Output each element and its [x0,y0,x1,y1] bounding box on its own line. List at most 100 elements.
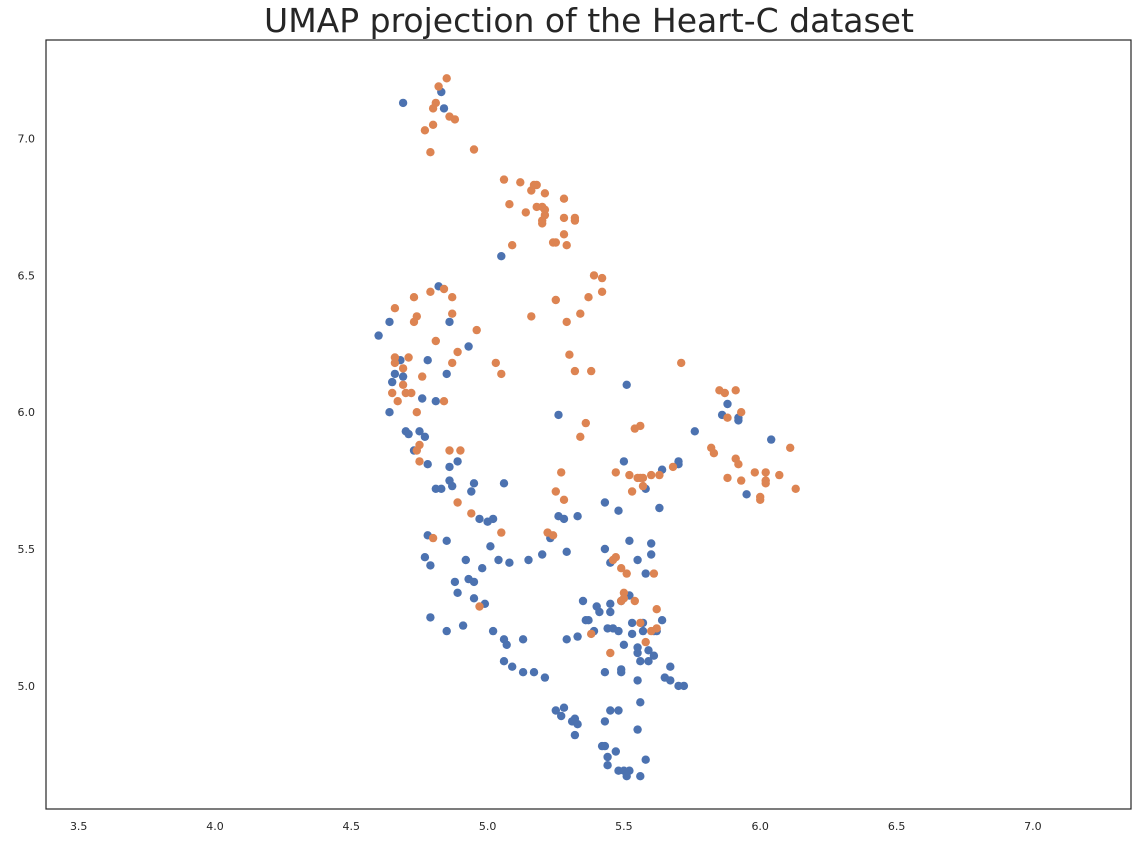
x-tick-label: 6.5 [888,820,906,833]
data-point-series-1 [614,506,623,515]
data-point-series-2 [409,317,419,327]
data-point-series-2 [439,284,449,294]
data-point-series-2 [576,309,585,318]
data-point-series-2 [548,531,558,540]
data-point-series-1 [423,356,432,365]
data-point-series-1 [638,626,648,636]
y-tick-label: 7.0 [18,133,36,146]
data-point-series-1 [606,599,615,608]
data-point-series-2 [636,421,645,431]
data-point-series-1 [573,632,582,641]
data-point-series-2 [505,200,514,209]
data-point-series-1 [499,479,509,488]
data-point-series-2 [442,74,451,83]
data-point-series-2 [390,304,400,313]
x-tick-label: 7.0 [1024,820,1042,833]
data-point-series-1 [570,730,580,740]
data-point-series-1 [431,397,440,406]
data-point-series-1 [641,755,650,764]
data-point-series-1 [644,657,653,666]
data-point-series-2 [439,397,449,406]
data-point-series-1 [578,596,588,606]
data-point-series-1 [467,487,476,496]
data-point-series-1 [453,588,462,597]
data-point-series-1 [679,681,689,691]
y-ticks: 5.0 5.5 6.0 6.5 7.0 [18,133,36,693]
data-point-series-1 [611,747,620,756]
data-point-series-1 [475,514,484,524]
data-point-series-1 [600,498,610,507]
data-point-series-1 [633,676,642,685]
data-point-series-2 [720,388,729,398]
data-point-series-1 [478,564,487,573]
data-point-series-2 [709,449,719,458]
data-point-series-1 [627,618,637,628]
data-point-series-2 [791,484,800,493]
data-point-series-2 [456,446,465,455]
data-point-series-2 [559,495,569,504]
data-point-series-1 [448,481,457,491]
data-point-series-1 [529,668,539,677]
data-point-series-1 [627,629,637,639]
data-point-series-2 [516,178,525,187]
data-point-series-2 [467,509,476,518]
data-point-series-1 [442,626,451,636]
data-point-series-2 [448,309,457,318]
data-point-series-1 [636,657,645,666]
data-point-series-2 [589,271,599,280]
x-tick-label: 3.5 [70,820,88,833]
data-point-series-2 [412,408,421,417]
data-point-series-2 [647,470,656,480]
data-point-series-2 [431,98,440,108]
data-point-series-2 [475,602,484,611]
data-point-series-1 [600,741,610,751]
data-point-series-1 [385,317,394,327]
data-point-series-2 [453,498,462,507]
data-point-series-2 [562,241,571,250]
data-point-series-1 [505,558,514,567]
data-point-series-2 [390,358,400,368]
data-point-series-2 [630,596,639,606]
data-point-series-1 [649,651,659,660]
data-point-series-1 [420,553,430,562]
data-point-series-2 [559,230,569,239]
data-point-series-2 [420,126,430,135]
data-point-series-1 [655,503,664,513]
data-point-series-1 [619,640,629,649]
data-point-series-2 [786,443,795,452]
data-point-series-1 [666,676,675,685]
data-point-series-1 [633,555,642,565]
y-tick-label: 5.0 [18,680,36,693]
data-point-series-2 [412,446,421,455]
data-point-series-2 [761,468,770,477]
data-point-series-1 [442,369,451,379]
data-point-series-1 [385,408,394,417]
data-point-series-1 [426,561,435,570]
data-point-series-1 [625,536,634,545]
x-tick-label: 4.5 [343,820,361,833]
data-point-series-1 [508,662,517,671]
data-point-series-2 [448,358,457,368]
data-point-series-1 [622,380,631,389]
data-point-series-2 [445,446,454,455]
data-point-series-1 [767,435,776,444]
data-point-series-2 [750,468,759,477]
data-point-series-2 [649,569,659,578]
data-point-series-2 [652,605,661,614]
data-point-series-2 [611,468,620,477]
data-point-series-1 [464,342,473,351]
data-point-series-2 [521,208,530,217]
data-point-series-2 [428,533,438,543]
data-point-series-1 [445,462,454,472]
data-point-series-1 [469,479,479,488]
chart-title: UMAP projection of the Heart-C dataset [264,1,914,40]
data-point-series-1 [453,457,462,466]
data-point-series-2 [677,358,686,368]
data-point-series-1 [606,706,615,715]
data-point-series-2 [636,618,645,628]
data-point-series-1 [554,410,563,420]
data-point-series-1 [518,635,528,644]
data-point-series-1 [486,542,495,551]
data-point-series-2 [404,353,413,362]
data-point-series-2 [617,564,626,573]
